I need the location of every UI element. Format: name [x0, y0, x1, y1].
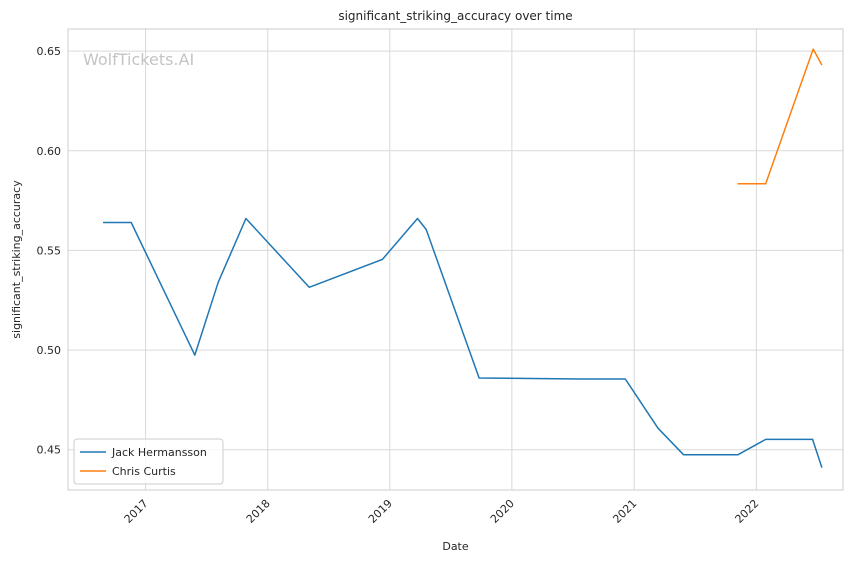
series-line-chris-curtis — [737, 48, 823, 185]
plot-area-frame — [67, 28, 844, 491]
y-tick-label: 0.55 — [37, 244, 62, 257]
grid-lines — [68, 29, 843, 490]
y-tick-labels: 0.45 0.50 0.55 0.60 0.65 — [37, 45, 62, 457]
chart-title: significant_striking_accuracy over time — [338, 9, 572, 23]
x-axis-label: Date — [442, 540, 469, 553]
y-tick-label: 0.50 — [37, 344, 62, 357]
legend-label-chris-curtis: Chris Curtis — [112, 465, 176, 478]
legend: Jack Hermansson Chris Curtis — [73, 438, 224, 485]
watermark: WolfTickets.AI — [83, 50, 194, 69]
y-tick-label: 0.65 — [37, 45, 62, 58]
series-lines — [103, 48, 823, 468]
series-line-jack-hermansson — [103, 217, 823, 468]
legend-box — [73, 438, 224, 485]
y-tick-label: 0.60 — [37, 145, 62, 158]
legend-label-jack-hermansson: Jack Hermansson — [111, 446, 207, 459]
y-tick-label: 0.45 — [37, 444, 62, 457]
y-axis-label: significant_striking_accuracy — [10, 180, 23, 339]
